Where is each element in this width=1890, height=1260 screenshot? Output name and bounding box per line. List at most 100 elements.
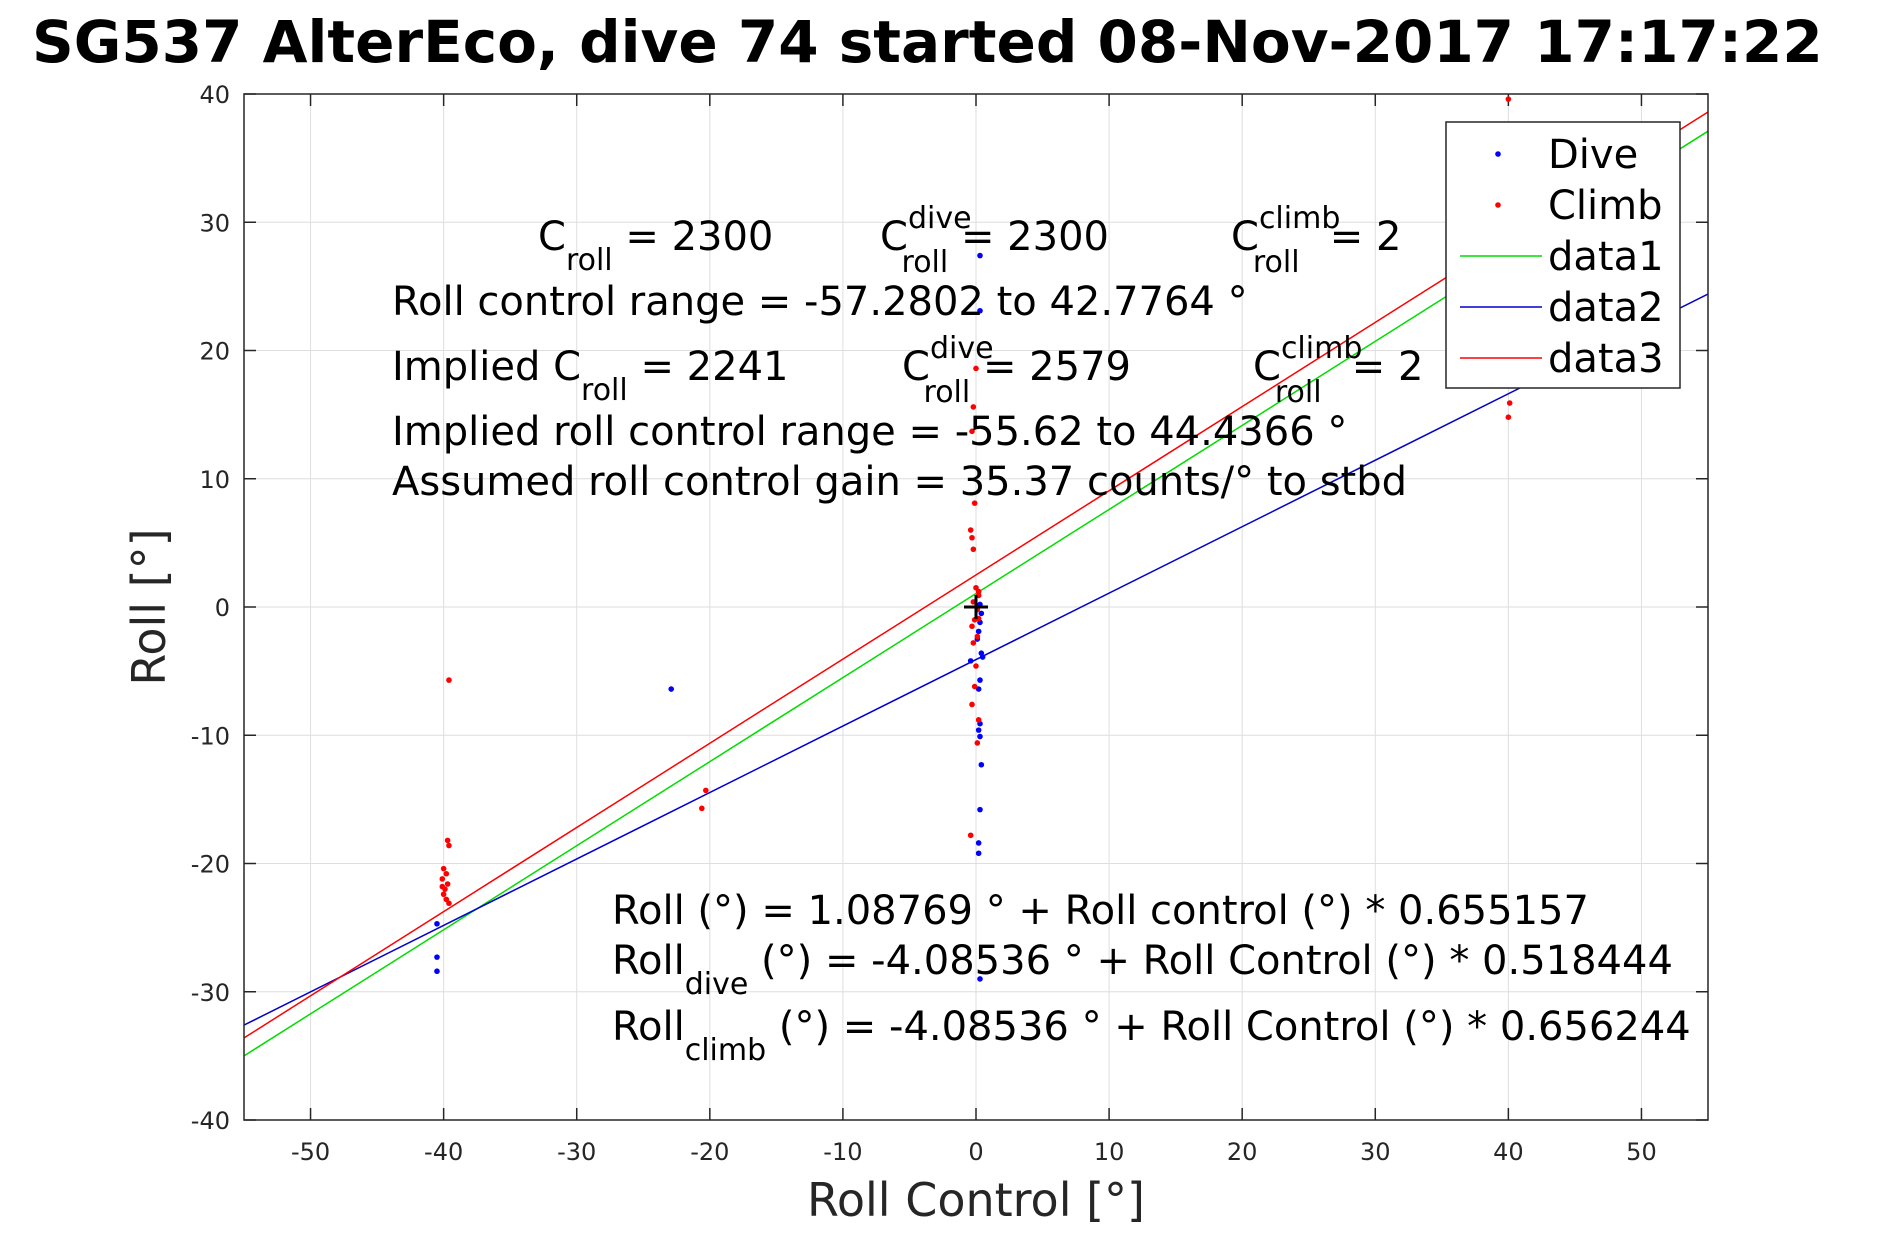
climb-point	[971, 683, 978, 690]
y-tick-label: 0	[215, 594, 230, 622]
climb-point	[439, 883, 446, 890]
climb-point	[440, 891, 447, 898]
dive-point	[977, 252, 983, 259]
gain-annotation: Assumed roll control gain = 35.37 counts…	[392, 459, 1407, 505]
climb-point	[969, 534, 975, 541]
y-tick-label: -30	[191, 979, 230, 1007]
x-axis-ticks: -50 -40 -30 -20 -10 0 10 20 30 40 50	[291, 94, 1657, 1166]
dive-point	[977, 733, 983, 740]
dive-point	[979, 654, 986, 660]
fit-dive-annotation: Rolldive (°) = -4.08536 ° + Roll Control…	[612, 938, 1673, 1002]
y-tick-label: -20	[191, 851, 230, 879]
implied-c-roll-annotation: Cdive roll = 2579	[902, 331, 1131, 410]
climb-point	[967, 832, 974, 839]
x-axis-label: Roll Control [°]	[807, 1173, 1145, 1227]
dive-point	[977, 806, 983, 813]
y-tick-label: -40	[191, 1107, 230, 1135]
plot-frame	[243, 93, 1709, 1121]
climb-point	[444, 881, 451, 887]
legend-label: Dive	[1548, 132, 1638, 178]
dive-point	[434, 920, 440, 927]
climb-point	[974, 740, 981, 746]
x-tick-label: 20	[1227, 1138, 1258, 1166]
climb-point	[703, 787, 709, 794]
legend-entry: Dive	[1495, 132, 1638, 178]
dive-point	[977, 677, 983, 683]
climb-point	[446, 842, 452, 849]
dive-point	[434, 954, 440, 960]
dive-point	[975, 628, 982, 635]
y-tick-label: 30	[199, 209, 230, 237]
climb-point	[970, 640, 977, 646]
dive-point	[975, 850, 982, 857]
fit-climb-annotation: Rollclimb (°) = -4.08536 ° + Roll Contro…	[612, 1004, 1691, 1068]
climb-point	[973, 663, 979, 669]
climb-point	[1505, 96, 1512, 102]
data-points	[434, 96, 1513, 982]
c-roll-annotation: Cdive roll = 2300	[880, 201, 1109, 280]
legend-label: Climb	[1548, 183, 1663, 229]
c-roll-annotation: Cclimb roll = 2	[1231, 201, 1401, 280]
y-tick-label: 10	[199, 466, 230, 494]
fit-line-data2	[244, 293, 1708, 1026]
x-tick-label: -10	[823, 1138, 862, 1166]
climb-point	[975, 588, 982, 595]
annotations: Croll = 2300 Cdive roll = 2300 Cclimb roll =…	[392, 201, 1691, 1068]
legend-box	[1445, 121, 1681, 389]
legend-marker	[1495, 151, 1501, 157]
dive-point	[978, 610, 985, 617]
climb-point	[971, 500, 978, 506]
implied-range-annotation: Implied roll control range = -55.62 to 4…	[392, 409, 1347, 455]
dive-point	[977, 307, 983, 314]
legend-entry: data2	[1460, 285, 1664, 331]
y-axis-label: Roll [°]	[122, 528, 176, 685]
legend-entry: data3	[1460, 336, 1664, 382]
climb-point	[969, 428, 975, 435]
fit-annotation: Roll (°) = 1.08769 ° + Roll control (°) …	[612, 888, 1589, 934]
climb-point	[443, 870, 450, 877]
legend-label: data1	[1548, 234, 1664, 280]
climb-point	[967, 527, 974, 533]
y-tick-label: -10	[191, 722, 230, 750]
dive-point	[434, 968, 440, 975]
y-tick-label: 40	[199, 81, 230, 109]
legend-label: data2	[1548, 285, 1664, 331]
legend-entry: Climb	[1495, 183, 1663, 229]
climb-point	[440, 865, 447, 872]
x-tick-label: -30	[557, 1138, 596, 1166]
climb-point	[446, 677, 452, 683]
climb-point	[1505, 414, 1512, 420]
dive-point	[975, 840, 982, 846]
legend-entry: data1	[1460, 234, 1664, 280]
climb-point	[973, 365, 979, 372]
climb-point	[969, 701, 975, 708]
climb-point	[446, 900, 452, 907]
climb-point	[970, 546, 977, 553]
climb-point	[439, 876, 446, 882]
legend-marker	[1495, 202, 1501, 208]
y-tick-label: 20	[199, 338, 230, 366]
c-roll-annotation: Croll = 2300	[538, 214, 773, 278]
x-tick-label: 50	[1626, 1138, 1657, 1166]
dive-point	[978, 761, 985, 768]
legend: Dive Climb data1 data2 data3	[1445, 121, 1681, 389]
chart-title: SG537 AlterEco, dive 74 started 08-Nov-2…	[32, 8, 1823, 76]
dive-point	[975, 686, 982, 692]
x-tick-label: -40	[424, 1138, 463, 1166]
climb-point	[969, 623, 975, 630]
climb-point	[975, 717, 982, 723]
range-annotation: Roll control range = -57.2802 to 42.7764…	[392, 279, 1248, 325]
x-tick-label: 40	[1493, 1138, 1524, 1166]
climb-point	[699, 805, 705, 812]
implied-c-roll-annotation: Implied Croll = 2241	[392, 344, 788, 408]
dive-point	[967, 658, 974, 664]
x-tick-label: 30	[1360, 1138, 1391, 1166]
climb-point	[974, 633, 981, 640]
climb-point	[1506, 400, 1513, 406]
origin-crosshair-marker	[964, 595, 988, 619]
legend-label: data3	[1548, 336, 1664, 382]
x-tick-label: -20	[690, 1138, 729, 1166]
climb-point	[970, 404, 977, 410]
x-tick-label: 0	[968, 1138, 983, 1166]
